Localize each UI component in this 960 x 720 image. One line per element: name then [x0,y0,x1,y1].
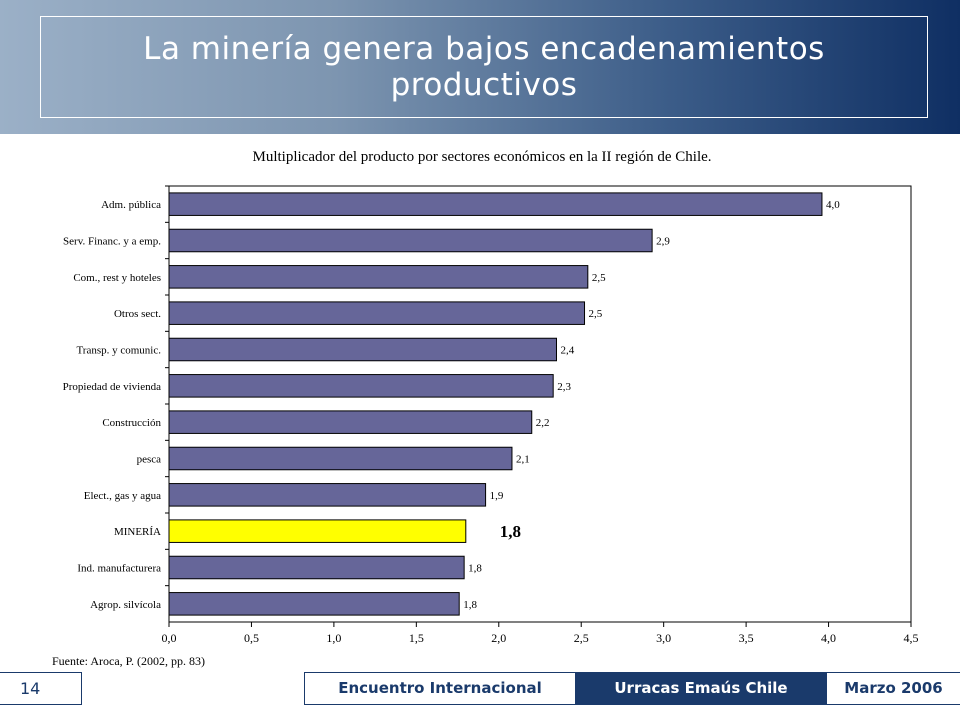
x-tick-label: 1,5 [409,631,424,645]
x-tick-label: 4,0 [821,631,836,645]
x-tick-label: 2,0 [491,631,506,645]
bar [168,592,460,616]
footer-organization: Urracas Emaús Chile [576,672,826,705]
data-label: 2,1 [516,454,530,466]
slide-header: La minería genera bajos encadenamientos … [0,0,960,134]
footer-event: Encuentro Internacional [304,672,576,705]
x-tick-label: 1,0 [326,631,341,645]
chart-title: Multiplicador del producto por sectores … [252,149,711,165]
slide-footer: 14 Encuentro Internacional Urracas Emaús… [0,672,960,705]
data-label: 2,5 [592,272,606,284]
chart-source: Fuente: Aroca, P. (2002, pp. 83) [52,654,205,668]
bar [168,555,465,580]
data-label: 1,8 [463,599,477,611]
category-label: Propiedad de vivienda [63,381,161,393]
bar [168,374,554,398]
slide-title: La minería genera bajos encadenamientos … [143,31,825,103]
bar [168,228,653,253]
category-label: Transp. y comunic. [76,345,161,357]
bar [168,265,589,289]
data-label: 2,4 [560,345,574,357]
plot-area [168,185,912,623]
x-tick-label: 2,5 [574,631,589,645]
x-tick-label: 3,0 [656,631,671,645]
data-label: 4,0 [826,199,840,211]
bar-highlight [168,519,467,543]
bar-chart: Multiplicador del producto por sectores … [52,149,919,668]
category-label: Construcción [102,417,161,429]
bar [168,337,557,362]
x-tick-label: 4,5 [904,631,919,645]
category-label: Otros sect. [114,308,161,320]
data-label: 2,2 [536,417,550,429]
footer-date: Marzo 2006 [826,672,960,705]
data-label: 1,9 [490,490,504,502]
x-tick-label: 3,5 [739,631,754,645]
x-tick-label: 0,5 [244,631,259,645]
category-label: Ind. manufacturera [77,563,161,575]
bar [168,483,487,507]
category-label: Adm. pública [101,199,161,211]
category-label: Com., rest y hoteles [73,272,161,284]
bar [168,301,586,325]
category-label: Agrop. silvícola [90,599,161,611]
data-label-highlight: 1,8 [500,522,521,541]
category-label: Serv. Financ. y a emp. [63,236,161,248]
x-tick-label: 0,0 [162,631,177,645]
bar [168,410,533,434]
page-number: 14 [0,672,82,705]
category-label: pesca [137,454,162,466]
bar [168,192,823,216]
category-label: Elect., gas y agua [84,490,161,502]
data-label: 2,9 [656,236,670,248]
title-frame: La minería genera bajos encadenamientos … [40,16,928,118]
category-label: MINERÍA [114,526,161,538]
data-label: 2,3 [557,381,571,393]
data-label: 2,5 [589,308,603,320]
data-label: 1,8 [468,563,482,575]
bar [168,446,513,471]
